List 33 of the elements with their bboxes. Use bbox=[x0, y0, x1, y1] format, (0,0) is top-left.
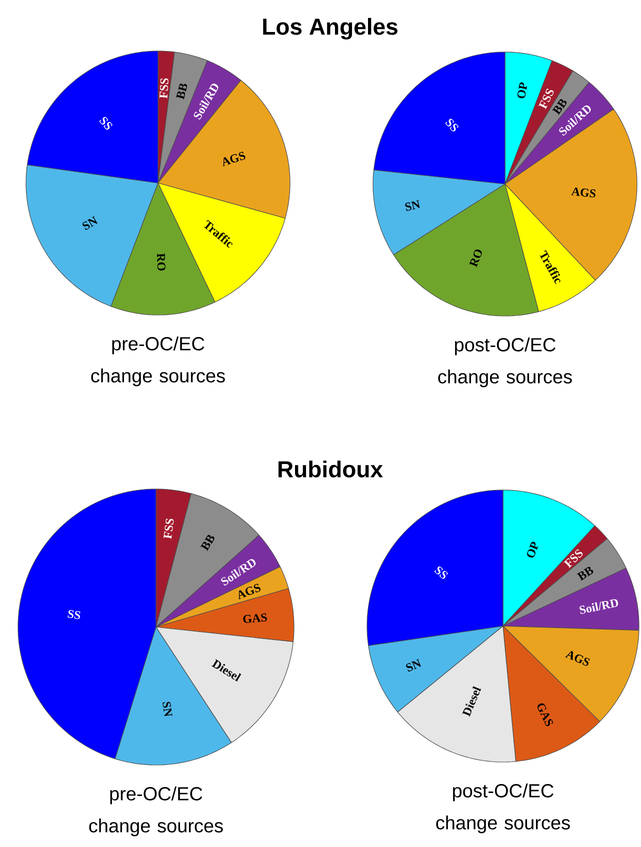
slice-label: RO bbox=[156, 253, 166, 271]
slice-label: AGS bbox=[238, 584, 261, 600]
chart-title: Rubidoux bbox=[278, 460, 383, 478]
slice-label: GAS bbox=[538, 703, 554, 726]
slice-label: SN bbox=[82, 216, 98, 230]
slice-label: FSS bbox=[159, 78, 168, 98]
slice-label: BB bbox=[176, 84, 188, 100]
text: post-OC/EC change sources bbox=[436, 784, 570, 834]
slice-label: FSS bbox=[538, 88, 554, 110]
slice-label: AGS bbox=[565, 651, 590, 666]
slice-label: SS bbox=[68, 610, 80, 620]
slice-label: FSS bbox=[164, 518, 174, 539]
slice-label: RO bbox=[469, 249, 482, 268]
slice-label: Diesel bbox=[462, 686, 482, 717]
text: pre-OC/EC change sources bbox=[91, 336, 225, 386]
slice-label: OP bbox=[527, 542, 538, 558]
slice-label: AGS bbox=[571, 188, 596, 198]
slice-label: SS bbox=[434, 566, 448, 579]
slice-label: FSS bbox=[564, 549, 583, 568]
slice-label: SN bbox=[406, 658, 421, 672]
text: post-OC/EC change sources bbox=[438, 338, 572, 388]
slice-label: SS bbox=[445, 118, 459, 132]
slice-label: SN bbox=[162, 702, 172, 716]
slice-label: OP bbox=[517, 82, 528, 98]
text: pre-OC/EC change sources bbox=[89, 786, 223, 836]
slice-label: BB bbox=[200, 534, 214, 551]
slice-label: GAS bbox=[243, 613, 267, 623]
chart-title: Los Angeles bbox=[263, 18, 398, 40]
slice-label: AGS bbox=[222, 152, 246, 166]
slice-label: SS bbox=[99, 116, 113, 130]
slice-label: BB bbox=[576, 566, 594, 581]
slice-label: SN bbox=[405, 200, 420, 211]
slice-label: Soil/RD bbox=[580, 599, 618, 614]
